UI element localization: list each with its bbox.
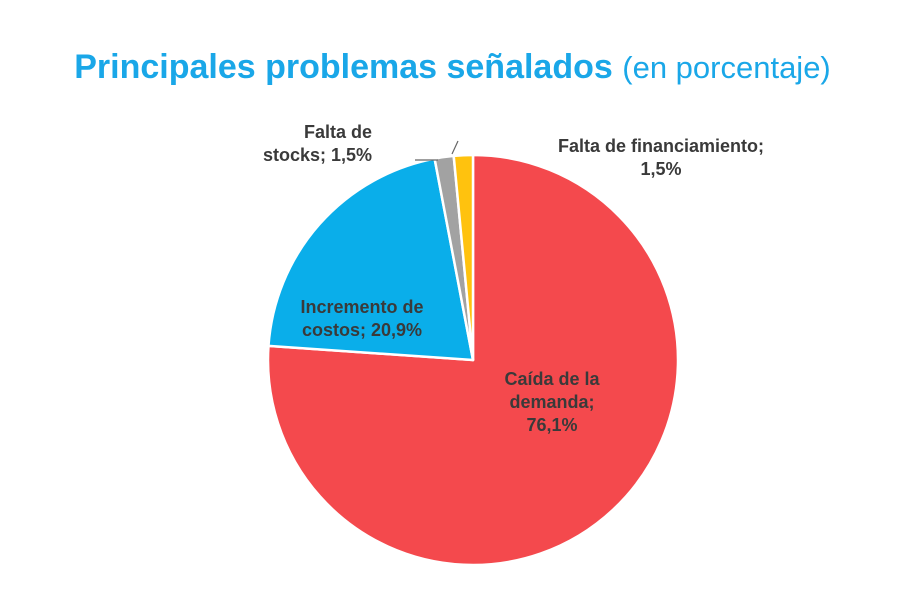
slice-label-line: Falta de — [304, 122, 372, 142]
slice-label-line: Caída de la — [504, 369, 600, 389]
slice-label-line: Falta de financiamiento; — [558, 136, 764, 156]
slice-label-line: costos; 20,9% — [302, 320, 422, 340]
slice-label-line: demanda; — [509, 392, 594, 412]
pie-slice-ca-da-de-la-demanda — [266, 153, 680, 567]
slice-label-line: 76,1% — [526, 415, 577, 435]
slice-label-line: Incremento de — [300, 297, 423, 317]
chart-title-main: Principales problemas señalados — [74, 48, 613, 86]
pie-labels: Caída de la demanda; 76,1% Incremento de cos… — [263, 122, 764, 435]
leader-line-financiamiento — [451, 140, 459, 155]
slice-label-line: 1,5% — [640, 159, 681, 179]
pie-slice-incremento-de-costos — [267, 157, 475, 362]
pie-slices — [266, 153, 680, 567]
slice-label-falta-de-financiamiento: Falta de financiamiento; 1,5% — [558, 136, 764, 179]
slice-label-falta-de-stocks: Falta de stocks; 1,5% — [263, 122, 372, 165]
slice-label-incremento-de-costos: Incremento de costos; 20,9% — [300, 297, 423, 340]
chart-title-sub: (en porcentaje) — [622, 50, 831, 85]
chart-title: Principales problemas señalados (en porc… — [0, 48, 905, 87]
slice-label-ca-da-de-la-demanda: Caída de la demanda; 76,1% — [504, 369, 600, 435]
pie-slice-falta-de-financiamiento — [452, 153, 475, 362]
slice-label-line: stocks; 1,5% — [263, 145, 372, 165]
